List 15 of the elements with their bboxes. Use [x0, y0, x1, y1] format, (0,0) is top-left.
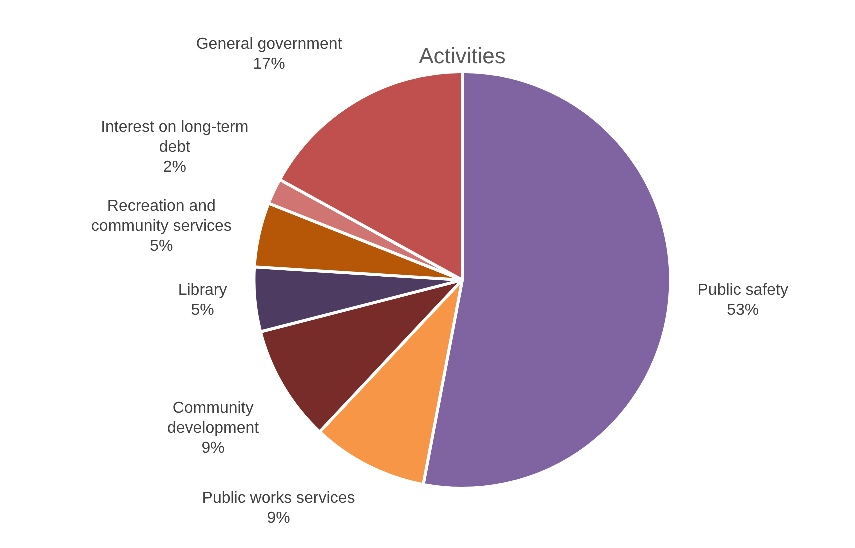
slice-label: Library	[178, 282, 228, 299]
slice-label: Public safety	[698, 282, 788, 299]
data-label: 5%	[150, 238, 174, 256]
data-label: 17%	[253, 56, 286, 74]
data-label: 9%	[267, 510, 290, 528]
slice-label: Recreation and community services	[91, 198, 232, 236]
data-label: 5%	[191, 302, 214, 319]
slice-label: General government	[196, 36, 343, 54]
slice-label: Community development	[167, 400, 260, 437]
data-label: 2%	[163, 158, 186, 176]
data-label: 53%	[727, 302, 760, 319]
slice-label: Interest on long-term debt	[101, 118, 249, 156]
slice-label: Public works services	[202, 490, 356, 508]
data-label: 9%	[202, 440, 225, 457]
chart-title: Activities	[419, 43, 506, 68]
